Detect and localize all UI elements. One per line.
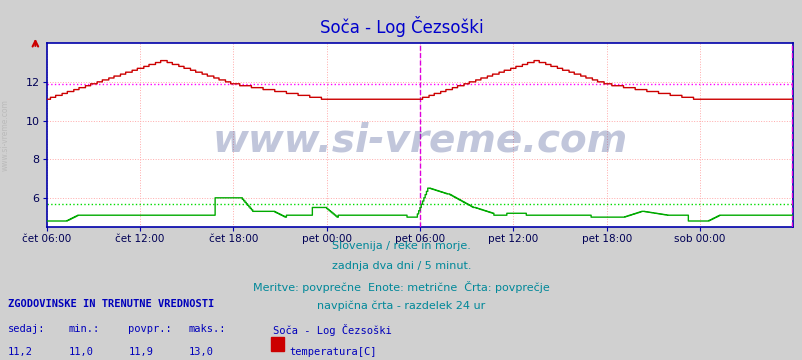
Text: 13,0: 13,0 <box>188 347 213 357</box>
Text: navpična črta - razdelek 24 ur: navpična črta - razdelek 24 ur <box>317 301 485 311</box>
Text: ZGODOVINSKE IN TRENUTNE VREDNOSTI: ZGODOVINSKE IN TRENUTNE VREDNOSTI <box>8 299 214 309</box>
Text: www.si-vreme.com: www.si-vreme.com <box>0 99 10 171</box>
Text: zadnja dva dni / 5 minut.: zadnja dva dni / 5 minut. <box>331 261 471 271</box>
Text: maks.:: maks.: <box>188 324 226 334</box>
Text: min.:: min.: <box>68 324 99 334</box>
Text: Slovenija / reke in morje.: Slovenija / reke in morje. <box>332 241 470 251</box>
Text: www.si-vreme.com: www.si-vreme.com <box>212 122 627 159</box>
Text: temperatura[C]: temperatura[C] <box>290 347 377 357</box>
Text: sedaj:: sedaj: <box>8 324 46 334</box>
Text: 11,2: 11,2 <box>8 347 33 357</box>
Text: povpr.:: povpr.: <box>128 324 172 334</box>
Text: 11,0: 11,0 <box>68 347 93 357</box>
Text: 11,9: 11,9 <box>128 347 153 357</box>
Text: Soča - Log Čezsoški: Soča - Log Čezsoški <box>273 324 391 336</box>
Text: Meritve: povprečne  Enote: metrične  Črta: povprečje: Meritve: povprečne Enote: metrične Črta:… <box>253 281 549 293</box>
Text: Soča - Log Čezsoški: Soča - Log Čezsoški <box>319 16 483 37</box>
